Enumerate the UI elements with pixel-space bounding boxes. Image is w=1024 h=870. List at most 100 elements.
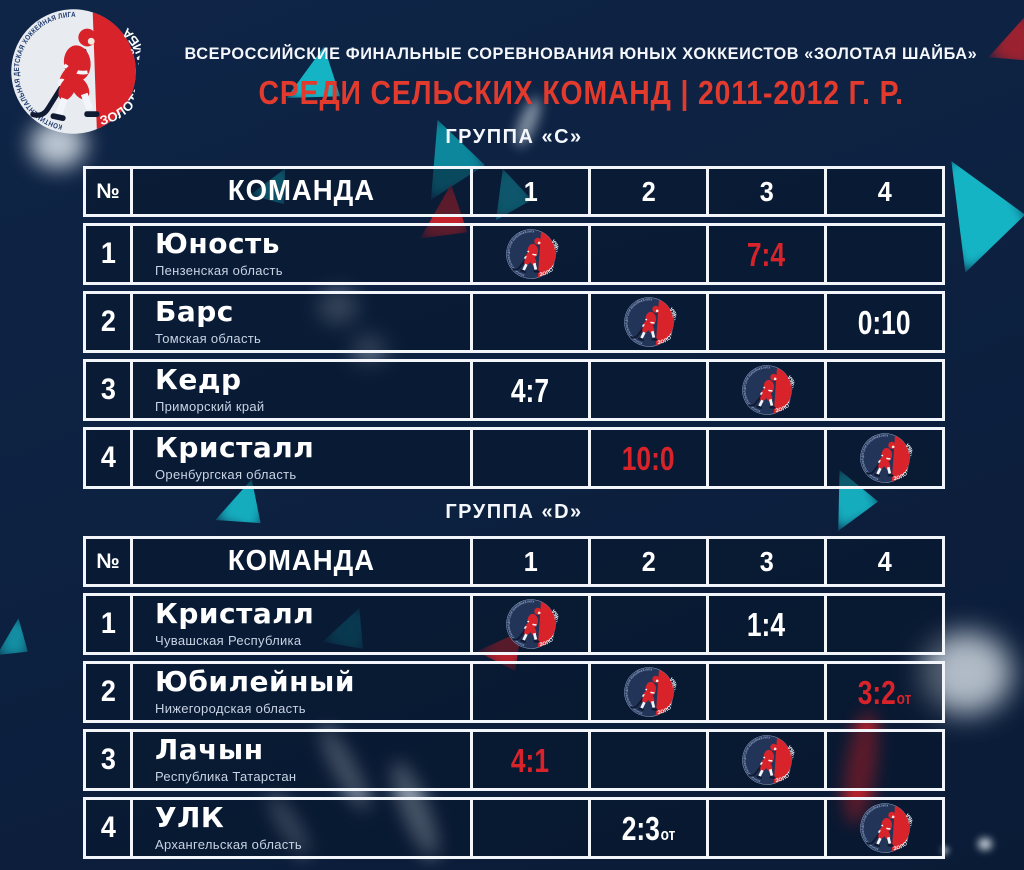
league-logo-icon [2, 0, 145, 143]
group-c-table: № КОМАНДА 1 2 3 4 1 Юность Пензенская об… [83, 166, 945, 489]
team-cell: Юбилейный Нижегородская область [130, 664, 470, 720]
table-row: 1 Юность Пензенская область 7:4 [83, 223, 945, 285]
self-match-cell [824, 430, 942, 486]
table-row: 2 Юбилейный Нижегородская область 3:2 от [83, 661, 945, 723]
header-col-1: 1 [470, 539, 588, 584]
team-name: Юбилейный [155, 665, 355, 698]
row-number: 3 [100, 743, 116, 776]
row-number: 3 [100, 373, 116, 406]
group-c-section: ГРУППА «С» № КОМАНДА 1 2 3 4 1 Юность Пе… [83, 126, 945, 495]
team-region: Приморский край [155, 399, 265, 414]
empty-score-cell [470, 294, 588, 350]
team-region: Оренбургская область [155, 467, 297, 482]
self-match-cell [824, 800, 942, 856]
team-region: Томская область [155, 331, 262, 346]
table-row: 4 Кристалл Оренбургская область 10:0 [83, 427, 945, 489]
team-cell: Барс Томская область [130, 294, 470, 350]
header-col-4: 4 [824, 169, 942, 214]
empty-score-cell [588, 596, 706, 652]
team-region: Чувашская Республика [155, 633, 302, 648]
header-num: № [96, 179, 120, 203]
team-name: Барс [155, 295, 234, 328]
team-badge-icon [618, 294, 679, 350]
score-cell: 1:4 [706, 596, 824, 652]
header-col-3: 3 [706, 169, 824, 214]
confetti-shape [978, 838, 992, 850]
header-num: № [96, 549, 120, 573]
team-name: Кристалл [155, 431, 315, 464]
team-region: Пензенская область [155, 263, 283, 278]
row-number: 4 [100, 811, 116, 844]
score-cell: 2:3 от [588, 800, 706, 856]
table-row: 2 Барс Томская область 0:10 [83, 291, 945, 353]
team-cell: УЛК Архангельская область [130, 800, 470, 856]
group-d-section: ГРУППА «D» № КОМАНДА 1 2 3 4 1 Кристалл … [83, 501, 945, 865]
header-col-4: 4 [824, 539, 942, 584]
row-number: 2 [100, 675, 116, 708]
empty-score-cell [824, 226, 942, 282]
team-cell: Юность Пензенская область [130, 226, 470, 282]
team-region: Нижегородская область [155, 701, 306, 716]
empty-score-cell [706, 294, 824, 350]
empty-score-cell [470, 664, 588, 720]
score-cell: 7:4 [706, 226, 824, 282]
row-number: 4 [100, 441, 116, 474]
header-team: КОМАНДА [130, 169, 470, 214]
empty-score-cell [706, 430, 824, 486]
table-row: 1 Кристалл Чувашская Республика 1:4 [83, 593, 945, 655]
group-d-title: ГРУППА «D» [445, 501, 583, 523]
header-col-1: 1 [470, 169, 588, 214]
team-region: Республика Татарстан [155, 769, 297, 784]
header-col-2: 2 [588, 169, 706, 214]
row-number: 2 [100, 305, 116, 338]
empty-score-cell [706, 800, 824, 856]
team-cell: Лачын Республика Татарстан [130, 732, 470, 788]
header-col-3: 3 [706, 539, 824, 584]
table-row: 3 Лачын Республика Татарстан 4:1 [83, 729, 945, 791]
self-match-cell [706, 362, 824, 418]
self-match-cell [470, 226, 588, 282]
team-name: Юность [155, 227, 280, 260]
self-match-cell [706, 732, 824, 788]
table-header-row: № КОМАНДА 1 2 3 4 [83, 166, 945, 217]
empty-score-cell [824, 732, 942, 788]
score-cell: 3:2 от [824, 664, 942, 720]
team-badge-icon [736, 362, 797, 418]
confetti-shape [0, 616, 33, 661]
team-badge-icon [618, 664, 679, 720]
empty-score-cell [588, 732, 706, 788]
score-cell: 4:7 [470, 362, 588, 418]
tournament-subtitle: СРЕДИ СЕЛЬСКИХ КОМАНД | 2011-2012 Г. Р. [258, 74, 904, 111]
group-c-title: ГРУППА «С» [445, 126, 583, 148]
row-number: 1 [100, 237, 116, 270]
self-match-cell [588, 294, 706, 350]
table-row: 4 УЛК Архангельская область 2:3 от [83, 797, 945, 859]
score-cell: 0:10 [824, 294, 942, 350]
empty-score-cell [824, 362, 942, 418]
header-team: КОМАНДА [130, 539, 470, 584]
team-cell: Кедр Приморский край [130, 362, 470, 418]
score-cell: 4:1 [470, 732, 588, 788]
group-d-table: № КОМАНДА 1 2 3 4 1 Кристалл Чувашская Р… [83, 536, 945, 859]
team-badge-icon [500, 596, 561, 652]
team-name: Кристалл [155, 597, 315, 630]
empty-score-cell [824, 596, 942, 652]
empty-score-cell [588, 362, 706, 418]
empty-score-cell [706, 664, 824, 720]
team-name: УЛК [155, 801, 225, 834]
score-cell: 10:0 [588, 430, 706, 486]
empty-score-cell [470, 800, 588, 856]
team-badge-icon [736, 732, 797, 788]
self-match-cell [470, 596, 588, 652]
team-badge-icon [854, 800, 915, 856]
team-name: Лачын [155, 733, 264, 766]
empty-score-cell [470, 430, 588, 486]
team-name: Кедр [155, 363, 242, 396]
empty-score-cell [588, 226, 706, 282]
self-match-cell [588, 664, 706, 720]
row-number: 1 [100, 607, 116, 640]
tournament-title: ВСЕРОССИЙСКИЕ ФИНАЛЬНЫЕ СОРЕВНОВАНИЯ ЮНЫ… [184, 44, 978, 63]
team-cell: Кристалл Чувашская Республика [130, 596, 470, 652]
team-region: Архангельская область [155, 837, 302, 852]
